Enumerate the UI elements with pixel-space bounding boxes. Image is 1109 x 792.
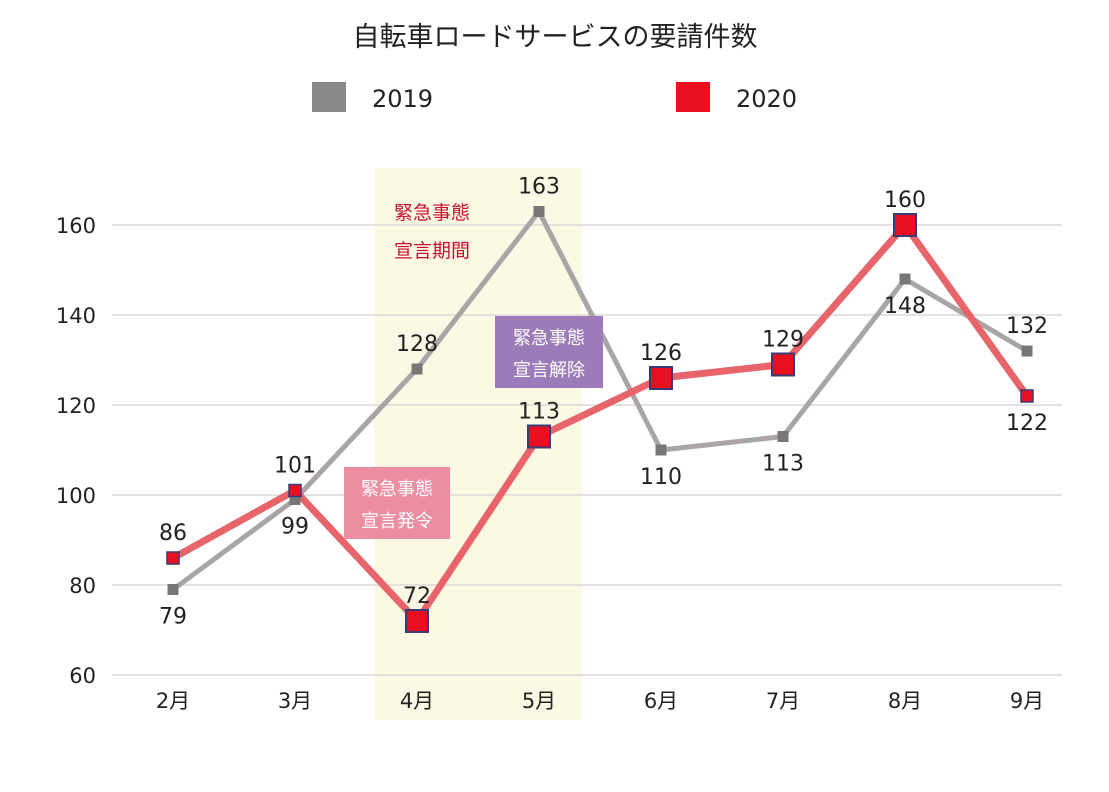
- marker-2020-7月: [771, 352, 795, 377]
- x-tick-label-5: 5月: [522, 689, 556, 713]
- x-tick-label-3: 3月: [278, 689, 312, 713]
- marker-2019-2月: [167, 584, 179, 595]
- legend-swatch-2019: [312, 82, 346, 112]
- grid-lines: [112, 224, 1062, 676]
- marker-2019-8月: [899, 273, 911, 285]
- marker-2020-2月: [166, 551, 180, 565]
- data-label-2019-8月: 148: [884, 294, 926, 319]
- legend-label-2020: 2020: [736, 85, 797, 113]
- data-label-2020-9月: 122: [1006, 411, 1048, 436]
- marker-2020-9月: [1020, 389, 1034, 403]
- marker-2020-6月: [649, 366, 673, 390]
- data-label-2020-6月: 126: [640, 341, 682, 366]
- y-tick-label-140: 140: [56, 304, 96, 328]
- data-label-2019-7月: 113: [762, 452, 804, 477]
- annotation-lifting-box: [495, 316, 603, 388]
- marker-2019-7月: [777, 431, 789, 442]
- data-label-2020-8月: 160: [884, 188, 926, 213]
- x-tick-label-6: 6月: [644, 689, 678, 713]
- chart-title: 自転車ロードサービスの要請件数: [353, 22, 758, 53]
- series-line-2020: [171, 221, 1030, 625]
- data-label-2019-6月: 110: [640, 465, 682, 490]
- annotation-lifting-line1: 緊急事態: [513, 328, 585, 349]
- y-tick-label-100: 100: [56, 484, 96, 508]
- y-axis: 60 80 100 120 140 160: [56, 214, 96, 688]
- y-tick-label-80: 80: [69, 574, 96, 598]
- marker-2020-4月: [405, 609, 429, 633]
- data-labels: 79 99 128 163 110 113 148 132 86 101 72 113 126 129 16…: [159, 175, 1048, 630]
- emergency-period-label-line1: 緊急事態: [394, 202, 470, 224]
- data-label-2020-7月: 129: [762, 328, 804, 353]
- marker-2019-9月: [1021, 345, 1033, 357]
- data-label-2019-5月: 163: [518, 175, 560, 200]
- data-label-2019-4月: 128: [396, 332, 438, 357]
- legend-label-2019: 2019: [372, 85, 433, 113]
- data-label-2020-3月: 101: [274, 454, 316, 479]
- data-label-2019-2月: 79: [159, 605, 187, 630]
- marker-2019-5月: [533, 206, 545, 217]
- emergency-period-label-line2: 宣言期間: [394, 240, 470, 262]
- x-tick-label-8: 8月: [888, 689, 922, 713]
- marker-2020-8月: [893, 213, 917, 237]
- data-label-2019-9月: 132: [1006, 314, 1048, 339]
- marker-2019-4月: [411, 363, 423, 375]
- y-tick-label-120: 120: [56, 394, 96, 418]
- legend-swatch-2020: [676, 82, 710, 112]
- marker-2019-3月: [289, 494, 301, 505]
- annotation-declaration-box: [344, 467, 450, 539]
- annotation-lifting-line2: 宣言解除: [513, 360, 585, 381]
- y-tick-label-60: 60: [69, 664, 96, 688]
- x-tick-label-7: 7月: [766, 689, 800, 713]
- annotation-declaration-line2: 宣言発令: [361, 511, 433, 532]
- marker-2019-6月: [655, 444, 667, 456]
- data-label-2019-3月: 99: [281, 515, 309, 540]
- data-label-2020-5月: 113: [518, 400, 560, 425]
- x-axis: 2月 3月 4月 5月 6月 7月 8月 9月: [156, 689, 1044, 713]
- x-tick-label-4: 4月: [400, 689, 434, 713]
- x-tick-label-9: 9月: [1010, 689, 1044, 713]
- series-markers: [166, 206, 1034, 633]
- marker-2020-5月: [527, 424, 551, 449]
- marker-2020-3月: [288, 483, 302, 498]
- series-lines: [171, 209, 1030, 625]
- data-label-2020-4月: 72: [403, 584, 431, 609]
- annotation-declaration-line1: 緊急事態: [361, 479, 433, 500]
- data-label-2020-2月: 86: [159, 521, 187, 546]
- y-tick-label-160: 160: [56, 214, 96, 238]
- x-tick-label-2: 2月: [156, 689, 190, 713]
